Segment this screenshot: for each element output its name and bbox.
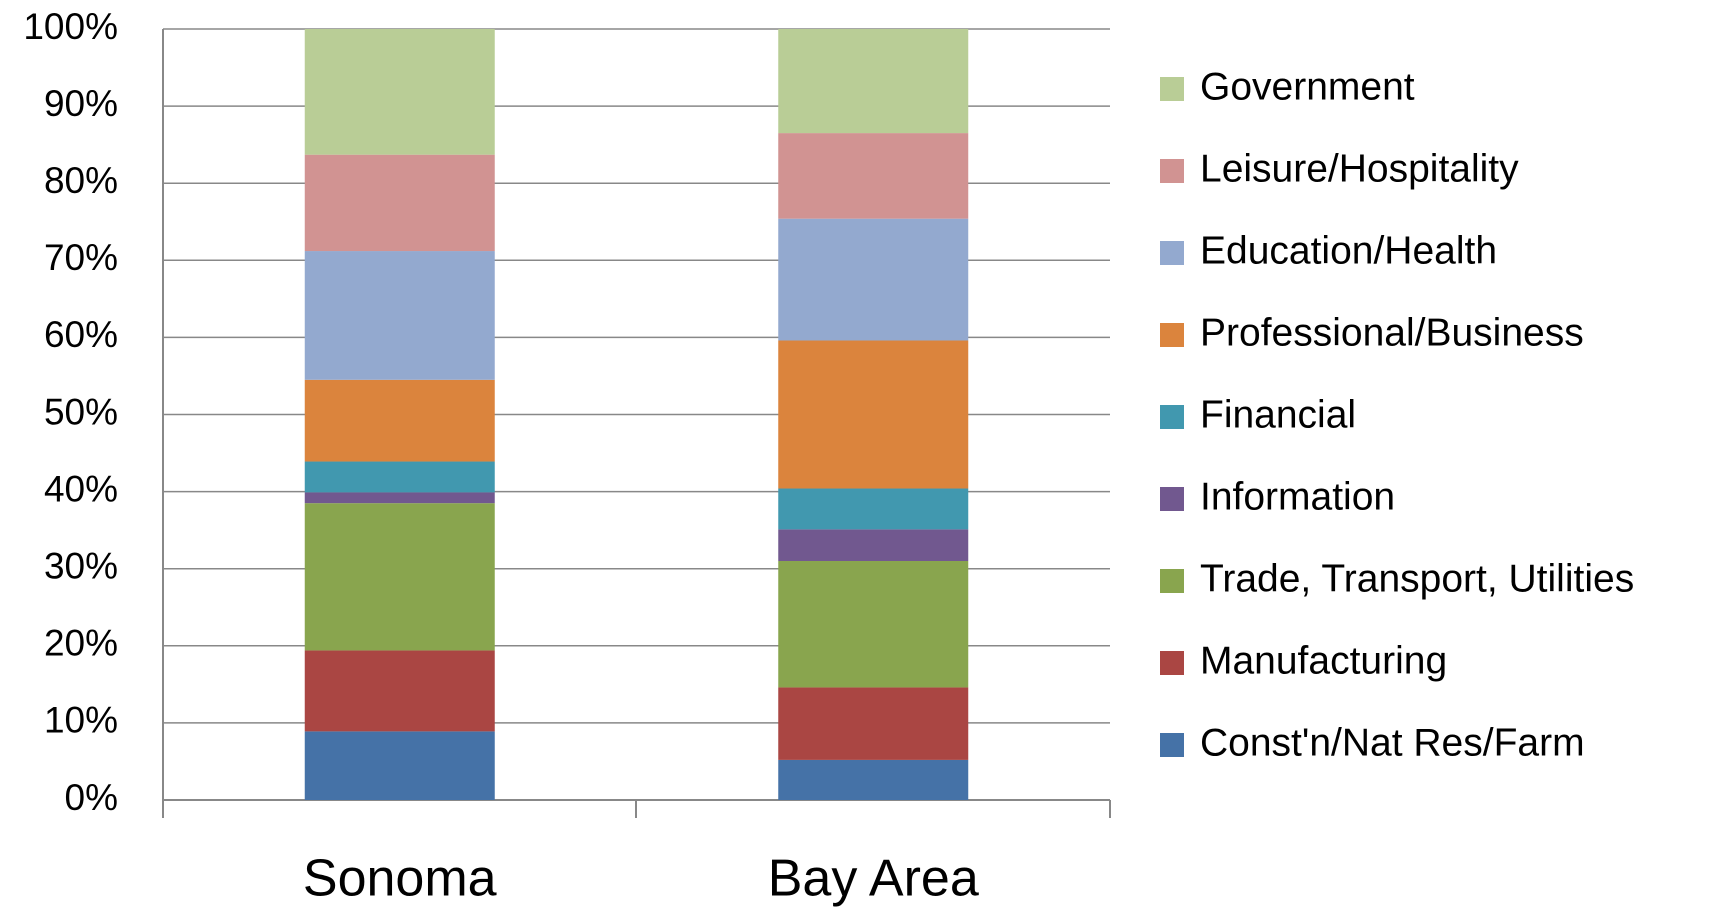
legend-label: Financial [1200,393,1356,436]
bar-segment [778,488,969,530]
x-tick-label: Sonoma [303,850,497,908]
bar-segment [778,218,969,341]
legend-label: Education/Health [1200,229,1497,272]
bar-segment [304,731,495,800]
bar-segment [304,461,495,493]
legend-swatch [1160,651,1184,675]
legend-swatch [1160,159,1184,183]
y-tick-label: 80% [44,160,118,201]
legend-swatch [1160,323,1184,347]
legend-label: Information [1200,475,1395,518]
bar-segment [778,529,969,561]
y-tick-label: 50% [44,391,118,432]
bar-segment [778,560,969,688]
bar-segment [304,503,495,651]
y-tick-label: 10% [44,700,118,741]
y-tick-label: 0% [65,777,118,818]
legend-label: Government [1200,65,1415,108]
bar-segment [304,379,495,462]
bar-segment [304,29,495,155]
bar-segment [304,154,495,252]
legend-swatch [1160,733,1184,757]
legend-swatch [1160,241,1184,265]
legend-label: Leisure/Hospitality [1200,147,1519,190]
legend-swatch [1160,569,1184,593]
bar-segment [304,492,495,504]
x-tick-label: Bay Area [768,850,979,908]
bar-segment [778,29,969,134]
y-tick-label: 20% [44,623,118,664]
legend-label: Manufacturing [1200,639,1447,682]
bar-segment [778,759,969,800]
bar-segment [778,340,969,489]
bar-segment [778,133,969,219]
legend-label: Trade, Transport, Utilities [1200,557,1634,600]
y-tick-label: 90% [44,83,118,124]
y-tick-label: 40% [44,468,118,509]
legend-label: Professional/Business [1200,311,1584,354]
y-tick-label: 70% [44,237,118,278]
y-tick-label: 100% [23,6,118,47]
y-tick-label: 30% [44,545,118,586]
y-tick-label: 60% [44,314,118,355]
bar-segment [778,687,969,760]
legend-label: Const'n/Nat Res/Farm [1200,721,1585,764]
bar-segment [304,251,495,380]
bar-segment [304,650,495,732]
legend-swatch [1160,77,1184,101]
legend-swatch [1160,487,1184,511]
legend-swatch [1160,405,1184,429]
